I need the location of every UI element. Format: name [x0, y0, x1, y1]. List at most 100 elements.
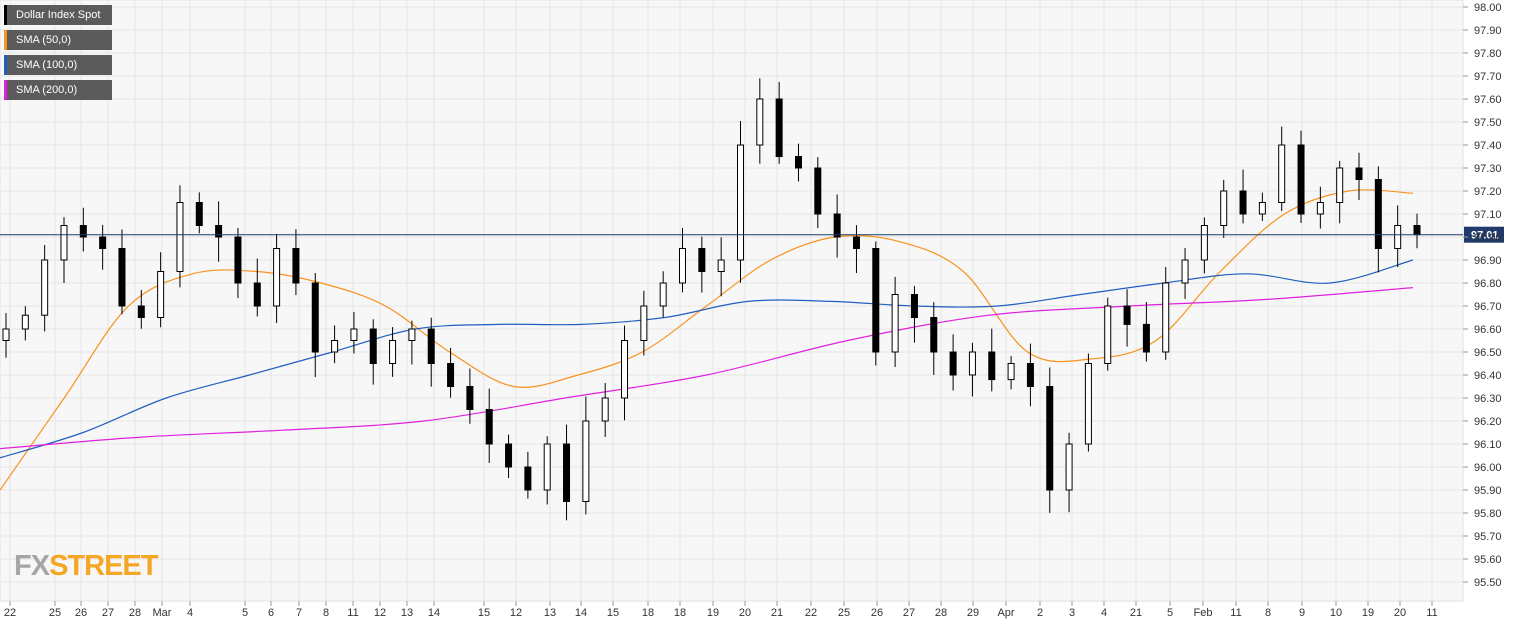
y-tick-label: 95.90	[1474, 485, 1502, 497]
legend-label-sma100: SMA (100,0)	[16, 59, 78, 71]
x-tick-label: 14	[428, 607, 440, 619]
candle-down	[311, 282, 319, 353]
y-tick-label: 96.50	[1474, 347, 1502, 359]
x-tick-label: 9	[1299, 607, 1305, 619]
candle-up	[601, 397, 609, 422]
candle-down	[427, 328, 435, 364]
x-tick-label: 15	[478, 607, 490, 619]
candle-down	[466, 386, 474, 410]
candle-up	[891, 294, 899, 353]
candle-down	[524, 466, 532, 491]
candle-up	[717, 259, 725, 272]
candle-up	[640, 305, 648, 341]
legend-swatch-sma50	[4, 30, 7, 50]
candle-up	[1007, 363, 1015, 381]
y-tick-label: 95.50	[1474, 577, 1502, 589]
candle-up	[1181, 259, 1189, 284]
x-tick-label: 6	[268, 607, 274, 619]
y-tick-label: 97.60	[1474, 94, 1502, 106]
candle-down	[1374, 179, 1382, 249]
legend-label-sma50: SMA (50,0)	[16, 34, 72, 46]
candle-down	[195, 202, 203, 226]
y-tick-label: 97.80	[1474, 48, 1502, 60]
candle-up	[679, 248, 687, 284]
legend-label-sma200: SMA (200,0)	[16, 84, 78, 96]
candle-up	[389, 340, 397, 364]
x-tick-label: 18	[642, 607, 654, 619]
y-tick-label: 96.80	[1474, 278, 1502, 290]
candle-up	[41, 259, 49, 316]
legend: Dollar Index Spot SMA (50,0) SMA (100,0)…	[4, 5, 113, 105]
x-tick-label: 2	[1037, 607, 1043, 619]
sma-100-line	[0, 259, 1414, 459]
candle-down	[292, 248, 300, 284]
logo-part-fx: FX	[14, 550, 50, 582]
candle-up	[176, 202, 184, 272]
candle-down	[872, 248, 880, 353]
y-tick-label: 95.60	[1474, 554, 1502, 566]
sma-200-line	[0, 287, 1414, 450]
x-tick-label: 21	[1130, 607, 1142, 619]
candle-down	[794, 156, 802, 169]
candle-down	[775, 98, 783, 157]
candle-down	[137, 305, 145, 318]
candle-up	[273, 248, 281, 307]
candle-down	[1239, 190, 1247, 215]
candle-down	[253, 282, 261, 307]
y-tick-label: 97.20	[1474, 186, 1502, 198]
candle-up	[408, 328, 416, 341]
legend-item-price: Dollar Index Spot	[4, 5, 113, 25]
candle-up	[1065, 443, 1073, 491]
candle-up	[1394, 225, 1402, 249]
y-tick-label: 97.70	[1474, 71, 1502, 83]
candle-down	[1026, 363, 1034, 387]
candle-up	[968, 351, 976, 376]
candle-down	[118, 248, 126, 307]
y-tick-label: 96.70	[1474, 301, 1502, 313]
candle-down	[215, 225, 223, 238]
candle-up	[60, 225, 68, 261]
y-tick-label: 96.10	[1474, 439, 1502, 451]
x-tick-label: 27	[903, 607, 915, 619]
legend-swatch-sma200	[4, 80, 7, 100]
candle-down	[814, 167, 822, 215]
x-tick-label: 15	[607, 607, 619, 619]
candle-up	[621, 340, 629, 399]
candle-down	[988, 351, 996, 381]
x-tick-label: 26	[871, 607, 883, 619]
x-tick-label: Apr	[997, 607, 1014, 619]
x-tick-label: 11	[347, 607, 358, 619]
y-tick-label: 98.00	[1474, 2, 1502, 14]
candle-down	[1142, 323, 1150, 353]
x-tick-label: 21	[771, 607, 783, 619]
y-tick-label: 96.30	[1474, 393, 1502, 405]
x-tick-label: 27	[102, 607, 114, 619]
x-tick-label: Mar	[153, 607, 172, 619]
x-tick-label: 4	[187, 607, 193, 619]
x-tick-label: 25	[838, 607, 850, 619]
candle-up	[1336, 167, 1344, 203]
candle-down	[1355, 167, 1363, 180]
candle-down	[833, 213, 841, 238]
legend-label-price: Dollar Index Spot	[16, 9, 101, 21]
x-tick-label: 26	[75, 607, 87, 619]
candle-up	[1316, 202, 1324, 215]
candle-down	[852, 236, 860, 249]
candle-down	[447, 363, 455, 387]
x-tick-label: 8	[323, 607, 329, 619]
candle-up	[1220, 190, 1228, 226]
candle-down	[949, 351, 957, 376]
y-tick-label: 95.80	[1474, 508, 1502, 520]
x-tick-label: 22	[4, 607, 16, 619]
legend-swatch-sma100	[4, 55, 7, 75]
candle-up	[21, 314, 29, 330]
candle-down	[505, 443, 513, 468]
candle-down	[930, 317, 938, 353]
x-tick-label: 5	[1167, 607, 1173, 619]
candle-down	[234, 236, 242, 284]
candle-up	[1162, 282, 1170, 353]
fxstreet-logo: FXSTREET	[14, 550, 158, 583]
y-axis: 98.00 97.90 97.80 97.70 97.60 97.50 97.40 97.30…	[1463, 2, 1502, 589]
